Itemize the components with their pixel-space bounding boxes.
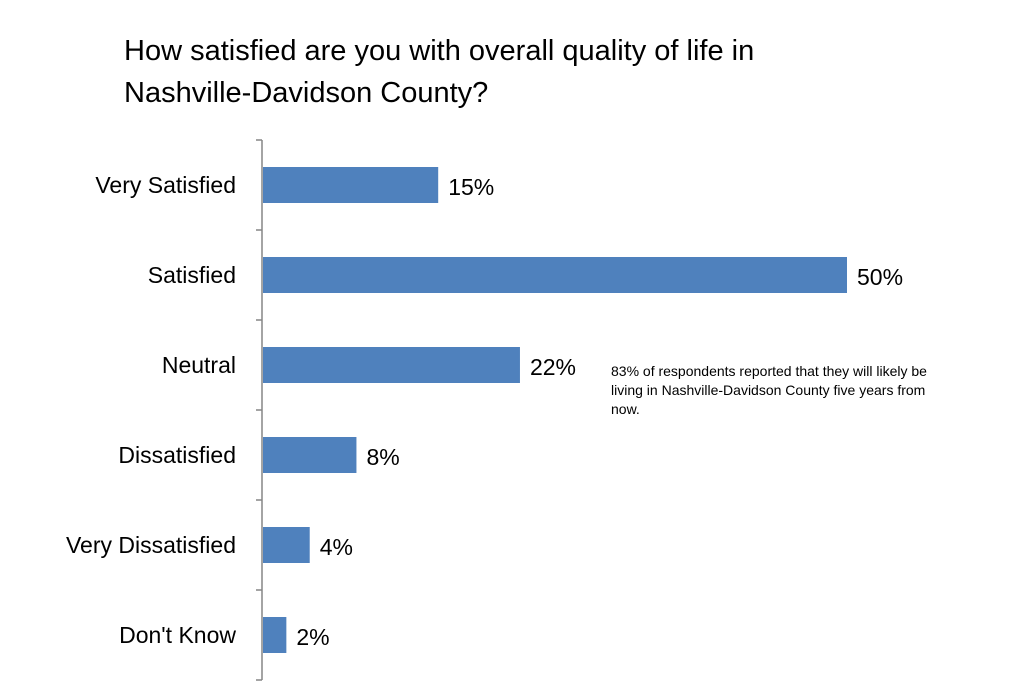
category-label: Very Dissatisfied [66,532,236,558]
data-label: 2% [296,624,329,650]
chart-title-line-2: Nashville-Davidson County? [124,77,489,109]
data-label: 8% [366,444,399,470]
category-label: Neutral [162,352,236,378]
chart-title: How satisfied are you with overall quali… [124,30,924,114]
data-label: 50% [857,264,903,290]
category-label: Don't Know [119,622,236,648]
bar [263,257,847,293]
data-label: 15% [448,174,494,200]
bar [263,527,310,563]
bar [263,167,439,203]
category-label: Dissatisfied [118,442,236,468]
chart-annotation: 83% of respondents reported that they wi… [611,363,927,417]
bar [263,347,520,383]
category-label: Very Satisfied [95,172,236,198]
chart-title-line-1: How satisfied are you with overall quali… [124,35,755,67]
data-label: 4% [320,534,353,560]
data-label: 22% [530,354,576,380]
bar [263,437,357,473]
bar [263,617,287,653]
category-label: Satisfied [148,262,236,288]
